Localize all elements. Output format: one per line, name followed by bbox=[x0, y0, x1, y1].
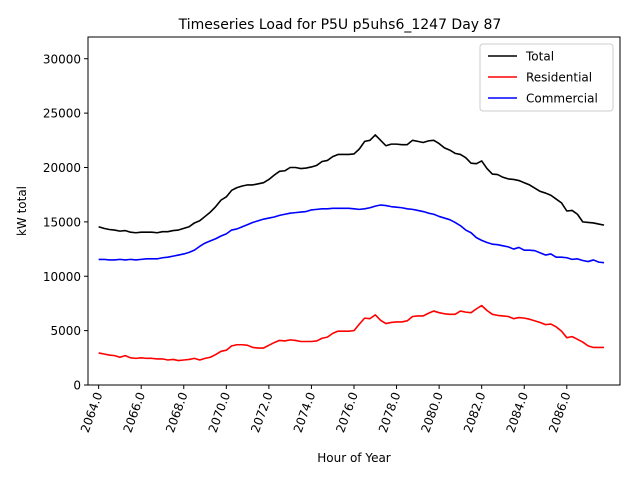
x-tick-label: 2072.0 bbox=[248, 390, 276, 434]
legend-label: Residential bbox=[526, 71, 592, 85]
x-tick-label: 2064.0 bbox=[78, 390, 106, 434]
x-tick-label: 2086.0 bbox=[546, 390, 574, 434]
x-tick-label: 2066.0 bbox=[120, 390, 148, 434]
series-line-commercial bbox=[98, 204, 605, 264]
x-tick-label: 2082.0 bbox=[461, 390, 489, 434]
x-axis: 2064.0 2066.0 2068.0 2070.0 2072.0 2074.0 2076… bbox=[78, 385, 574, 434]
y-tick-label: 25000 bbox=[43, 107, 81, 121]
y-axis: 0 5000 10000 15000 20000 25000 30000 bbox=[43, 52, 88, 393]
x-tick-label: 2074.0 bbox=[291, 390, 319, 434]
x-tick-label: 2070.0 bbox=[206, 390, 234, 434]
series-line-total bbox=[98, 134, 605, 234]
legend-label: Commercial bbox=[526, 92, 598, 106]
y-tick-label: 15000 bbox=[43, 215, 81, 229]
y-tick-label: 30000 bbox=[43, 52, 81, 66]
series-lines bbox=[98, 134, 605, 362]
x-tick-label: 2068.0 bbox=[163, 390, 191, 434]
y-tick-label: 10000 bbox=[43, 270, 81, 284]
legend-box bbox=[479, 43, 614, 112]
x-tick-label: 2078.0 bbox=[376, 390, 404, 434]
y-tick-label: 20000 bbox=[43, 161, 81, 175]
y-tick-label: 0 bbox=[73, 379, 81, 393]
y-tick-label: 5000 bbox=[50, 324, 81, 338]
x-tick-label: 2084.0 bbox=[504, 390, 532, 434]
x-tick-label: 2080.0 bbox=[418, 390, 446, 434]
chart-title: Timeseries Load for P5U p5uhs6_1247 Day … bbox=[178, 17, 502, 33]
legend-label: Total bbox=[525, 50, 554, 64]
x-tick-label: 2076.0 bbox=[333, 390, 361, 434]
legend: Total Residential Commercial bbox=[479, 43, 614, 112]
x-axis-label: Hour of Year bbox=[317, 451, 391, 465]
y-axis-label: kW total bbox=[15, 186, 29, 236]
series-line-residential bbox=[98, 304, 605, 362]
